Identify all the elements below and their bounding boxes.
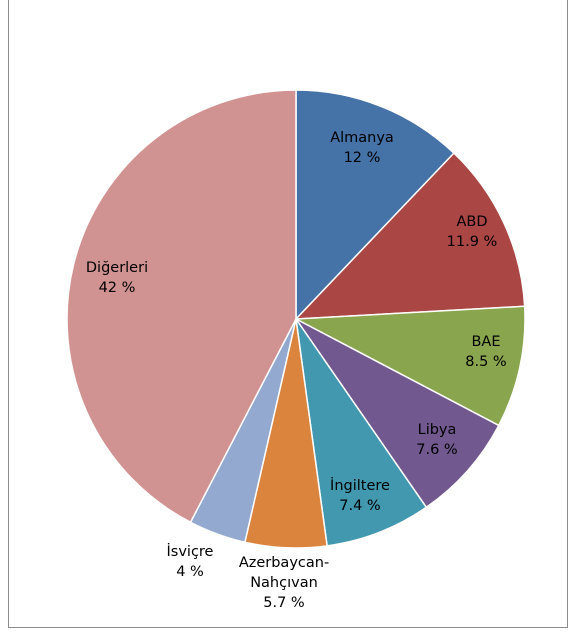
slice-name: Azerbaycan- bbox=[239, 555, 329, 571]
pie-slice bbox=[294, 152, 526, 320]
pie-slice bbox=[295, 318, 500, 509]
slice-value: 4 % bbox=[176, 564, 204, 580]
slice-value: 8.5 % bbox=[465, 354, 506, 370]
slice-value: 5.7 % bbox=[263, 595, 304, 611]
slice-label: BAE 8.5 % bbox=[465, 334, 506, 370]
pie-slice bbox=[293, 305, 526, 427]
slice-label: Azerbaycan- Nahçıvan 5.7 % bbox=[239, 555, 329, 611]
slice-label: Almanya 12 % bbox=[330, 130, 394, 166]
slice-label: Diğerleri 42 % bbox=[86, 260, 148, 296]
pie-slice bbox=[295, 89, 455, 321]
slice-label: Libya 7.6 % bbox=[416, 422, 457, 458]
slice-name: ABD bbox=[456, 214, 487, 230]
slice-name: Nahçıvan bbox=[250, 575, 318, 591]
slice-value: 7.6 % bbox=[416, 442, 457, 458]
slice-name: Almanya bbox=[330, 130, 394, 146]
pie-slice bbox=[295, 318, 428, 547]
slice-name: Diğerleri bbox=[86, 260, 148, 276]
slice-label: ABD 11.9 % bbox=[447, 214, 498, 250]
slice-value: 42 % bbox=[99, 280, 136, 296]
slice-label: İsviçre 4 % bbox=[167, 542, 214, 580]
slice-name: Libya bbox=[418, 422, 457, 438]
pie-slice bbox=[66, 89, 297, 524]
slice-value: 11.9 % bbox=[447, 234, 498, 250]
slice-name: İngiltere bbox=[330, 476, 390, 494]
slice-name: BAE bbox=[471, 334, 500, 350]
slice-name: İsviçre bbox=[167, 542, 214, 560]
slice-value: 12 % bbox=[344, 150, 381, 166]
slice-label: İngiltere 7.4 % bbox=[330, 476, 390, 514]
slice-value: 7.4 % bbox=[339, 498, 380, 514]
